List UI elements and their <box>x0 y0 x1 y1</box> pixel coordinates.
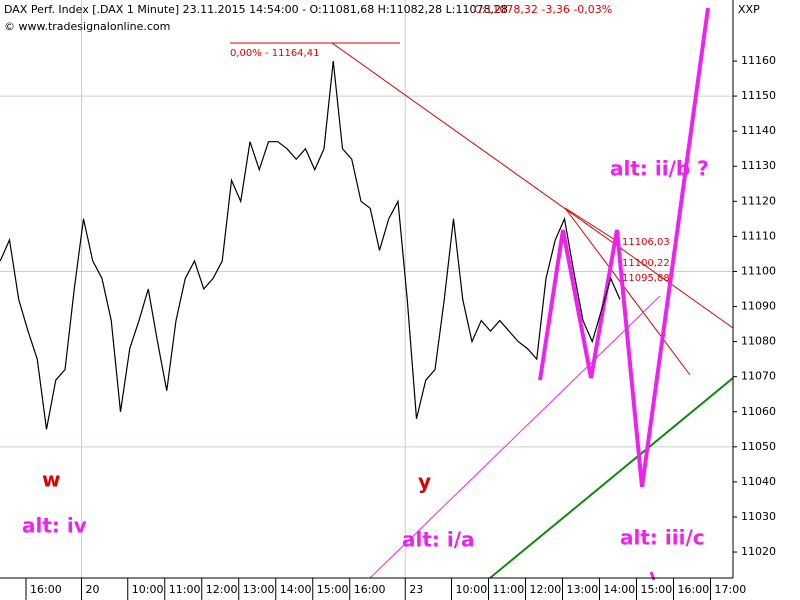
annotation: alt: iv <box>22 514 87 538</box>
trend-line <box>331 42 734 329</box>
x-tick-label: 13:00 <box>567 583 599 596</box>
annotation: y <box>418 470 431 494</box>
x-tick-label: 14:00 <box>604 583 636 596</box>
y-tick-label: 11030 <box>741 510 776 523</box>
plot <box>0 60 621 430</box>
trend-line <box>564 207 691 376</box>
annotation: 11100,22 <box>622 258 670 269</box>
x-tick-label: 10:00 <box>456 583 488 596</box>
x-tick-label: 15:00 <box>317 583 349 596</box>
x-tick-label: 12:00 <box>530 583 562 596</box>
support-line <box>489 377 734 579</box>
annotation: w <box>42 468 60 492</box>
annotation: 11106,03 <box>622 237 670 248</box>
y-tick-label: 11110 <box>741 229 776 242</box>
copyright: © www.tradesignalonline.com <box>4 20 170 33</box>
y-tick-label: 11120 <box>741 194 776 207</box>
x-tick-label: 23 <box>409 583 423 596</box>
x-tick-label: 17:00 <box>715 583 747 596</box>
y-tick-label: 11100 <box>741 264 776 277</box>
wave-path <box>538 7 710 488</box>
annotation: 11095,88 <box>622 273 670 284</box>
header-close: C:11078,32 -3,36 -0,03% <box>474 3 612 16</box>
x-tick-label: 10:00 <box>132 583 164 596</box>
x-tick-label: 12:00 <box>206 583 238 596</box>
x-tick-label: 14:00 <box>280 583 312 596</box>
y-tick-label: 11130 <box>741 159 776 172</box>
y-tick-label: 11150 <box>741 89 776 102</box>
annotation: alt: ii/b ? <box>610 157 709 181</box>
y-tick-label: 11050 <box>741 440 776 453</box>
drawings <box>230 7 734 581</box>
x-tick-label: 13:00 <box>243 583 275 596</box>
y-tick-label: 11040 <box>741 475 776 488</box>
x-tick-label: 11:00 <box>493 583 525 596</box>
fib-line <box>564 207 621 244</box>
annotation: alt: i/a <box>402 528 475 552</box>
y-tick-label: 11090 <box>741 300 776 313</box>
x-tick-label: 20 <box>86 583 100 596</box>
channel-line <box>369 295 661 579</box>
y-tick-label: 11020 <box>741 545 776 558</box>
header: DAX Perf. Index [.DAX 1 Minute] 23.11.20… <box>4 3 508 16</box>
x-tick-label: 15:00 <box>641 583 673 596</box>
y-tick-label: 11140 <box>741 124 776 137</box>
x-tick-label: 11:00 <box>169 583 201 596</box>
wave-path <box>649 571 656 581</box>
y-tick-label: 11060 <box>741 405 776 418</box>
price-line <box>0 60 621 430</box>
axis-symbol: XXP <box>738 3 760 16</box>
annotation: alt: iii/c <box>620 526 705 550</box>
y-tick-label: 11070 <box>741 370 776 383</box>
x-tick-label: 16:00 <box>678 583 710 596</box>
x-tick-label: 16:00 <box>30 583 62 596</box>
annotation: 0,00% - 11164,41 <box>230 48 319 59</box>
x-tick-label: 16:00 <box>354 583 386 596</box>
y-tick-label: 11080 <box>741 335 776 348</box>
y-tick-label: 11160 <box>741 54 776 67</box>
